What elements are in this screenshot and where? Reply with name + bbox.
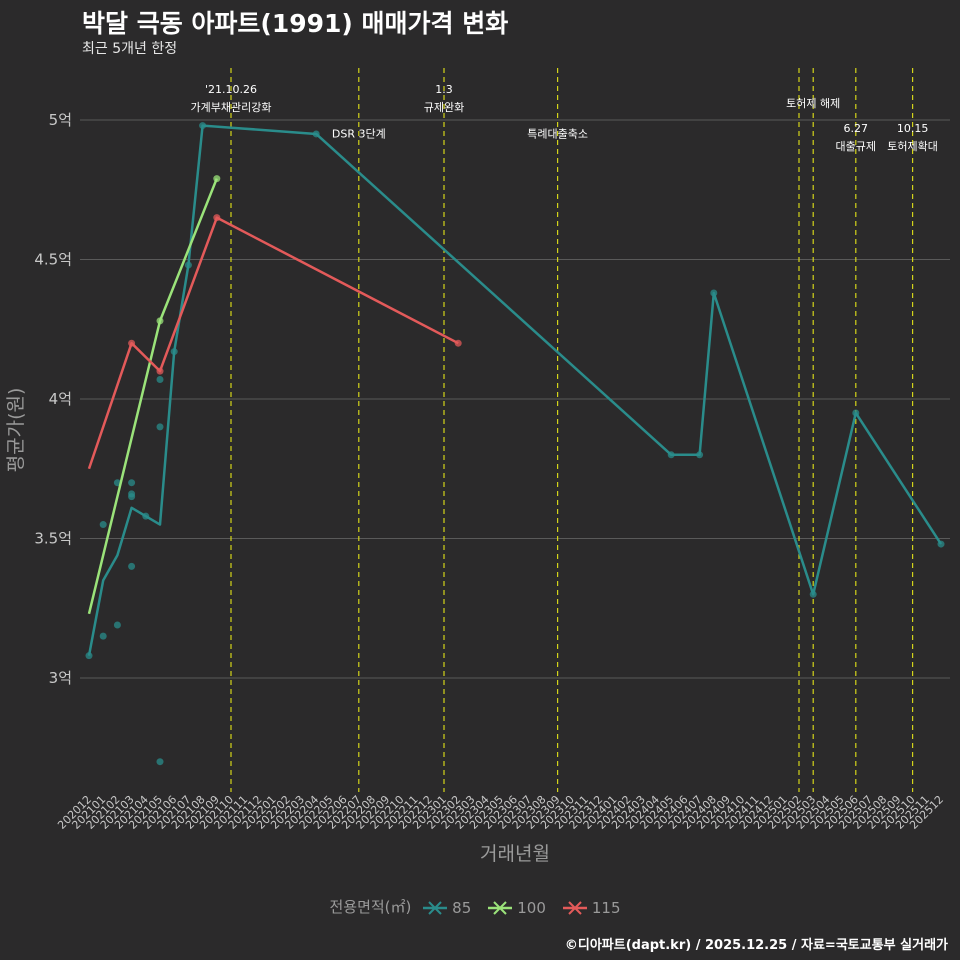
event-label: 대출규제: [836, 140, 876, 153]
series-line-115: [87, 216, 459, 470]
event-label: 특례대출축소: [527, 128, 588, 141]
event-label: 규제완화: [424, 101, 464, 114]
data-point-85: [667, 451, 675, 459]
event-date-label: 1.3: [435, 83, 453, 96]
series-line-85: [87, 124, 943, 656]
event-label: DSR 3단계: [332, 128, 386, 141]
legend-label: 115: [591, 898, 621, 917]
legend-key-icon: [423, 901, 448, 915]
data-point-85: [128, 493, 136, 501]
data-point-85: [184, 261, 192, 269]
legend-item-115: 115: [562, 898, 631, 917]
data-point-85: [99, 521, 107, 529]
legend-label: 100: [517, 898, 546, 917]
event-label: 토허제확대: [887, 140, 938, 153]
data-point-85: [312, 130, 320, 138]
data-point-100: [213, 175, 221, 183]
legend-key-icon: [488, 901, 513, 915]
data-point-100: [156, 317, 164, 325]
data-point-85: [128, 562, 136, 570]
legend-item-85: 85: [422, 898, 481, 917]
event-label: 토허제 해제: [786, 96, 840, 110]
data-point-85: [852, 409, 860, 417]
data-point-115: [454, 339, 462, 347]
data-point-85: [85, 652, 93, 660]
y-tick-label: 3억: [49, 669, 72, 687]
chart-title: 박달 극동 아파트(1991) 매매가격 변화: [82, 9, 509, 38]
legend: 전용면적(㎡) 85 100 115: [0, 896, 960, 917]
legend-item-100: 100: [487, 898, 556, 917]
y-tick-label: 4.5억: [34, 251, 72, 269]
data-point-85: [156, 758, 164, 766]
data-point-85: [809, 590, 817, 598]
data-point-85: [199, 122, 207, 130]
series-line-100: [87, 178, 218, 615]
event-date-label: 10.15: [897, 122, 929, 135]
y-tick-label: 5억: [49, 111, 72, 129]
data-point-85: [170, 348, 178, 356]
event-label: 가계부채관리강화: [191, 101, 272, 114]
event-date-label: 6.27: [844, 122, 869, 135]
data-point-85: [937, 540, 945, 548]
source-caption: ©디아파트(dapt.kr) / 2025.12.25 / 자료=국토교통부 실…: [564, 938, 948, 953]
data-point-85: [696, 451, 704, 459]
data-point-115: [213, 214, 221, 222]
x-axis-title: 거래년월: [480, 843, 550, 865]
data-point-85: [156, 375, 164, 383]
data-point-85: [99, 632, 107, 640]
data-point-85: [113, 621, 121, 629]
data-point-85: [156, 423, 164, 431]
data-point-85: [710, 289, 718, 297]
y-axis-title: 평균가(원): [5, 388, 27, 473]
data-point-85: [128, 479, 136, 487]
data-point-115: [128, 339, 136, 347]
data-point-85: [142, 512, 150, 520]
event-date-label: '21.10.26: [205, 83, 257, 96]
legend-key-icon: [562, 901, 587, 915]
legend-label: 85: [452, 898, 472, 917]
y-tick-label: 3.5억: [34, 530, 72, 548]
legend-title: 전용면적(㎡): [329, 898, 412, 916]
data-point-115: [156, 367, 164, 375]
chart-subtitle: 최근 5개년 한정: [82, 41, 178, 57]
y-tick-label: 4억: [49, 390, 72, 408]
